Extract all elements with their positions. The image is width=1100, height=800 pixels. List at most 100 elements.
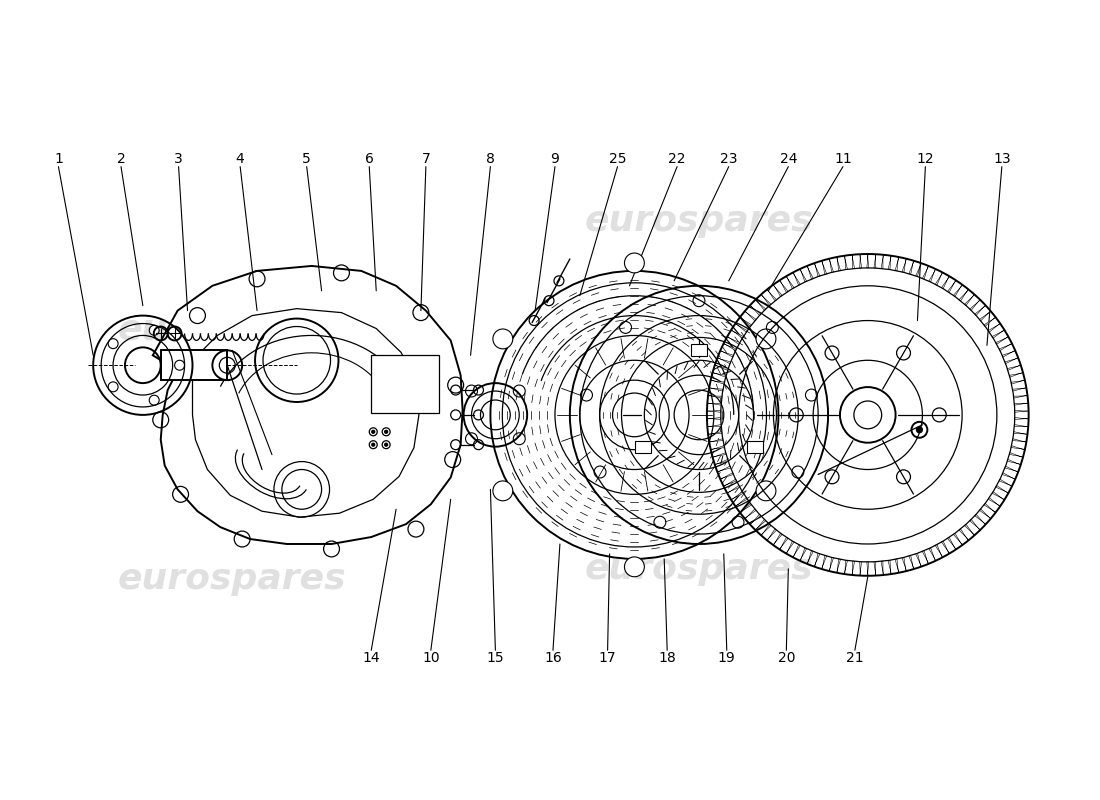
Text: 13: 13 xyxy=(993,152,1011,166)
Text: 6: 6 xyxy=(365,152,374,166)
Polygon shape xyxy=(1004,358,1019,364)
Polygon shape xyxy=(902,558,906,571)
Polygon shape xyxy=(691,344,707,356)
Polygon shape xyxy=(785,541,794,554)
Polygon shape xyxy=(773,285,782,297)
Circle shape xyxy=(625,253,645,273)
Polygon shape xyxy=(779,538,788,550)
Polygon shape xyxy=(161,350,228,380)
Polygon shape xyxy=(822,261,827,274)
Polygon shape xyxy=(730,492,744,500)
Text: 22: 22 xyxy=(669,152,686,166)
Polygon shape xyxy=(1002,473,1015,479)
Polygon shape xyxy=(793,272,801,286)
Polygon shape xyxy=(767,290,777,301)
Polygon shape xyxy=(1011,446,1025,450)
Circle shape xyxy=(493,329,513,349)
Polygon shape xyxy=(975,514,986,525)
Text: eurospares: eurospares xyxy=(584,552,813,586)
Polygon shape xyxy=(707,403,722,406)
Polygon shape xyxy=(909,555,914,569)
Text: 24: 24 xyxy=(780,152,798,166)
Polygon shape xyxy=(727,486,740,494)
Text: 15: 15 xyxy=(486,651,504,665)
Text: 14: 14 xyxy=(362,651,381,665)
Polygon shape xyxy=(1014,425,1028,427)
Polygon shape xyxy=(935,272,943,286)
Polygon shape xyxy=(909,261,914,274)
Polygon shape xyxy=(954,285,962,297)
Text: 23: 23 xyxy=(720,152,737,166)
Polygon shape xyxy=(996,337,1009,344)
Polygon shape xyxy=(988,323,1000,332)
Polygon shape xyxy=(745,311,756,321)
Polygon shape xyxy=(984,503,996,513)
Polygon shape xyxy=(999,343,1012,350)
Polygon shape xyxy=(888,256,891,270)
Polygon shape xyxy=(724,343,737,350)
Polygon shape xyxy=(1008,365,1021,370)
Text: eurospares: eurospares xyxy=(584,204,813,238)
Polygon shape xyxy=(837,559,840,573)
Polygon shape xyxy=(895,559,899,573)
Polygon shape xyxy=(1013,395,1027,398)
Text: 11: 11 xyxy=(834,152,851,166)
Polygon shape xyxy=(851,561,855,575)
Polygon shape xyxy=(711,446,725,450)
Polygon shape xyxy=(800,269,806,282)
Polygon shape xyxy=(710,387,723,391)
Polygon shape xyxy=(922,550,928,564)
Polygon shape xyxy=(992,330,1004,338)
Polygon shape xyxy=(1012,387,1026,391)
Polygon shape xyxy=(867,254,869,268)
Polygon shape xyxy=(773,534,782,546)
Polygon shape xyxy=(959,529,969,541)
Polygon shape xyxy=(767,529,777,541)
Polygon shape xyxy=(895,257,899,271)
Polygon shape xyxy=(935,545,943,558)
Polygon shape xyxy=(992,492,1004,500)
Polygon shape xyxy=(756,299,766,310)
Polygon shape xyxy=(1012,438,1026,442)
Polygon shape xyxy=(881,561,883,575)
Polygon shape xyxy=(710,438,723,442)
Polygon shape xyxy=(1010,372,1023,378)
Polygon shape xyxy=(844,256,847,270)
Polygon shape xyxy=(761,294,771,306)
Polygon shape xyxy=(730,330,744,338)
Polygon shape xyxy=(735,498,747,506)
Text: 9: 9 xyxy=(550,152,560,166)
Polygon shape xyxy=(708,395,722,398)
Text: 7: 7 xyxy=(421,152,430,166)
Polygon shape xyxy=(888,560,891,574)
Polygon shape xyxy=(717,358,730,364)
Circle shape xyxy=(385,443,387,446)
Polygon shape xyxy=(707,410,721,412)
Polygon shape xyxy=(954,534,962,546)
Circle shape xyxy=(756,481,775,501)
Polygon shape xyxy=(740,503,751,513)
Text: 21: 21 xyxy=(846,651,864,665)
Text: 3: 3 xyxy=(174,152,183,166)
Circle shape xyxy=(916,427,923,433)
Polygon shape xyxy=(1014,418,1028,419)
Circle shape xyxy=(372,443,375,446)
Polygon shape xyxy=(1002,350,1015,357)
Polygon shape xyxy=(988,498,1000,506)
Circle shape xyxy=(625,557,645,577)
Polygon shape xyxy=(947,280,956,293)
Polygon shape xyxy=(867,562,869,576)
Circle shape xyxy=(372,430,375,434)
Polygon shape xyxy=(928,548,936,561)
Polygon shape xyxy=(724,479,737,486)
Polygon shape xyxy=(735,323,747,332)
Polygon shape xyxy=(708,432,722,434)
Polygon shape xyxy=(860,562,861,575)
Polygon shape xyxy=(970,519,980,530)
Polygon shape xyxy=(822,555,827,569)
Polygon shape xyxy=(902,258,906,273)
Circle shape xyxy=(493,481,513,501)
Polygon shape xyxy=(873,254,876,268)
Polygon shape xyxy=(711,380,725,384)
Polygon shape xyxy=(873,562,876,575)
